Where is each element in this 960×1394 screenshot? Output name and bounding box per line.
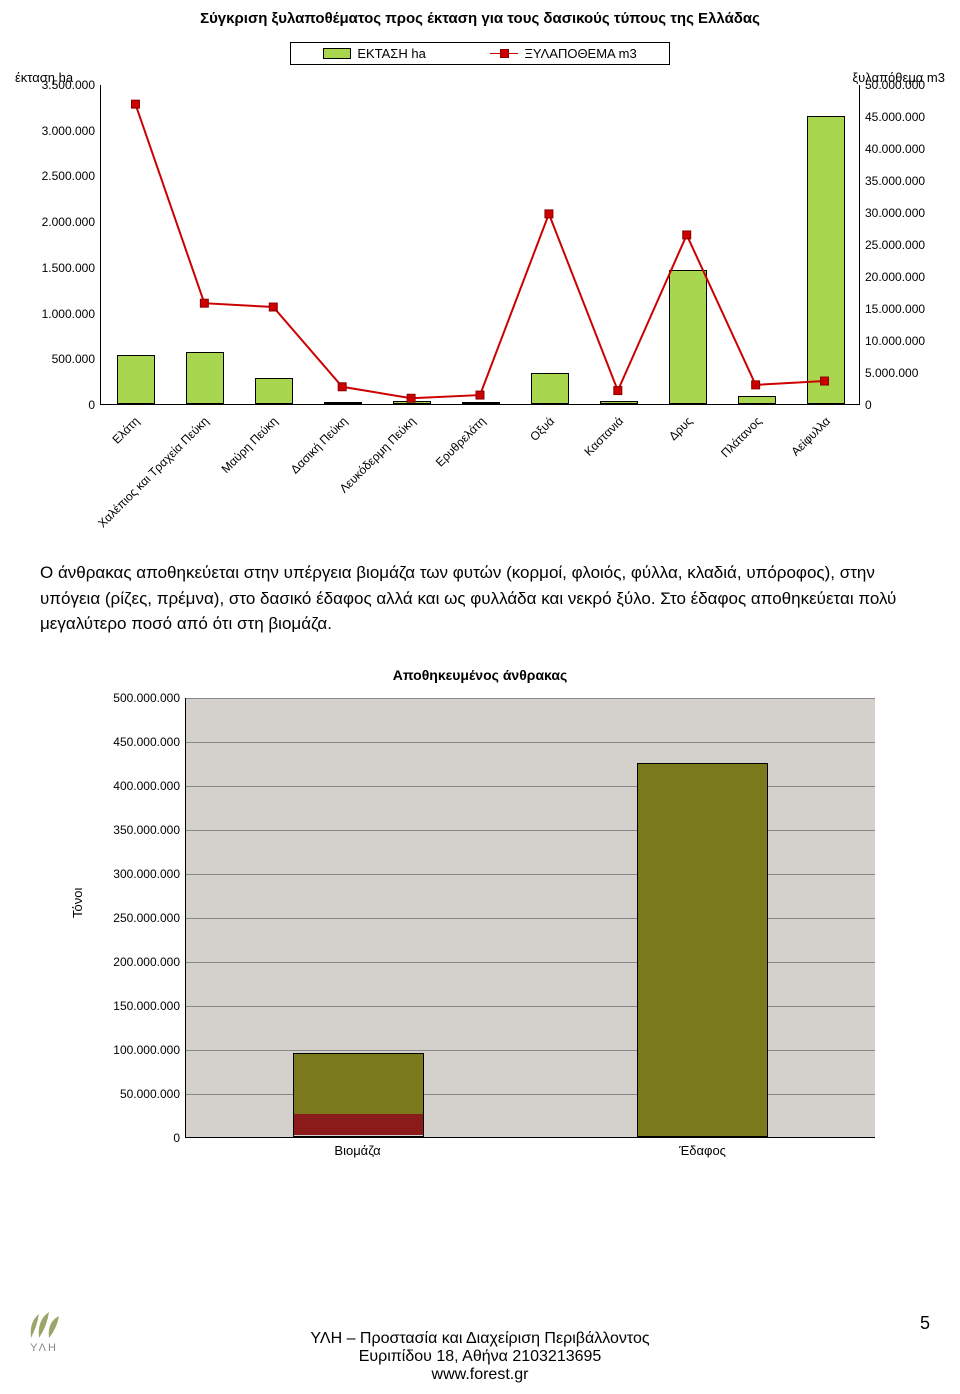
- chart1-xlabel: Αείφυλλα: [789, 414, 834, 459]
- ytick-left: 3.000.000: [15, 125, 95, 137]
- chart2-gridline: [186, 698, 875, 699]
- chart2-bar-segment: [294, 1114, 423, 1135]
- legend-line: ΞΥΛΑΠΟΘΕΜΑ m3: [490, 46, 636, 61]
- chart1-xlabel: Πλάτανος: [718, 414, 764, 460]
- footer-addr: Ευριπίδου 18, Αθήνα 2103213695: [0, 1348, 960, 1366]
- chart2-title: Αποθηκευμένος άνθρακας: [0, 667, 960, 683]
- chart2-xlabel: Βιομάζα: [334, 1143, 380, 1158]
- chart2-ytick: 450.000.000: [90, 735, 180, 749]
- chart1-xlabel: Λευκόδερμη Πεύκη: [337, 414, 419, 496]
- legend-bar-label: ΕΚΤΑΣΗ ha: [357, 46, 426, 61]
- ytick-right: 5.000.000: [865, 367, 945, 379]
- chart2: Τόνοι 500.000.000450.000.000400.000.0003…: [70, 698, 880, 1198]
- chart2-ytick: 200.000.000: [90, 955, 180, 969]
- chart2-gridline: [186, 786, 875, 787]
- chart2-xlabel: Έδαφος: [679, 1143, 726, 1158]
- ytick-left: 1.000.000: [15, 308, 95, 320]
- ytick-right: 40.000.000: [865, 143, 945, 155]
- chart1-xlabel: Ερυθρελάτη: [432, 414, 487, 469]
- line-swatch: [490, 53, 518, 54]
- chart2-y-label: Τόνοι: [70, 887, 85, 917]
- chart1-xlabel: Μαύρη Πεύκη: [219, 414, 281, 476]
- ytick-right: 20.000.000: [865, 271, 945, 283]
- chart2-gridline: [186, 874, 875, 875]
- chart2-ytick: 150.000.000: [90, 999, 180, 1013]
- chart2-ytick: 50.000.000: [90, 1087, 180, 1101]
- chart2-ytick: 350.000.000: [90, 823, 180, 837]
- body-paragraph: Ο άνθρακας αποθηκεύεται στην υπέργεια βι…: [40, 560, 920, 637]
- chart2-ytick: 300.000.000: [90, 867, 180, 881]
- ytick-right: 50.000.000: [865, 79, 945, 91]
- legend-line-label: ΞΥΛΑΠΟΘΕΜΑ m3: [524, 46, 636, 61]
- ytick-left: 3.500.000: [15, 79, 95, 91]
- ytick-left: 0: [15, 399, 95, 411]
- chart2-bar-segment: [638, 764, 767, 1136]
- page-number: 5: [920, 1313, 930, 1334]
- chart1-legend: ΕΚΤΑΣΗ ha ΞΥΛΑΠΟΘΕΜΑ m3: [290, 42, 670, 65]
- chart2-ytick: 100.000.000: [90, 1043, 180, 1057]
- chart2-gridline: [186, 918, 875, 919]
- ytick-right: 10.000.000: [865, 335, 945, 347]
- chart2-gridline: [186, 1050, 875, 1051]
- ytick-right: 45.000.000: [865, 111, 945, 123]
- chart1-xlabel: Ελάτη: [110, 414, 143, 447]
- ytick-right: 35.000.000: [865, 175, 945, 187]
- ytick-right: 15.000.000: [865, 303, 945, 315]
- ytick-left: 2.000.000: [15, 216, 95, 228]
- footer-logo: ΥΛΗ: [25, 1310, 63, 1354]
- ytick-left: 1.500.000: [15, 262, 95, 274]
- chart2-ytick: 0: [90, 1131, 180, 1145]
- chart1-line: [101, 85, 859, 404]
- chart1-title: Σύγκριση ξυλαποθέματος προς έκταση για τ…: [0, 0, 960, 27]
- chart2-bar: [637, 763, 768, 1137]
- chart2-gridline: [186, 1094, 875, 1095]
- chart2-ytick: 400.000.000: [90, 779, 180, 793]
- ytick-right: 30.000.000: [865, 207, 945, 219]
- right-y-ticks: 50.000.00045.000.00040.000.00035.000.000…: [865, 85, 945, 405]
- footer-url: www.forest.gr: [0, 1366, 960, 1384]
- logo-text: ΥΛΗ: [30, 1342, 58, 1354]
- ytick-left: 500.000: [15, 353, 95, 365]
- chart2-gridline: [186, 830, 875, 831]
- chart1-xlabel: Δρυς: [666, 414, 695, 443]
- chart1: έκταση ha ξυλαπόθεμα m3 3.500.0003.000.0…: [15, 70, 945, 510]
- left-y-ticks: 3.500.0003.000.0002.500.0002.000.0001.50…: [15, 85, 95, 405]
- leaf-icon: [25, 1310, 63, 1342]
- chart1-plot-area: [100, 85, 860, 405]
- chart1-xlabel: Καστανιά: [581, 414, 626, 459]
- chart2-gridline: [186, 1006, 875, 1007]
- bar-swatch: [323, 48, 351, 59]
- chart2-y-ticks: 500.000.000450.000.000400.000.000350.000…: [90, 698, 180, 1138]
- ytick-right: 25.000.000: [865, 239, 945, 251]
- ytick-left: 2.500.000: [15, 170, 95, 182]
- chart2-bar: [293, 1053, 424, 1137]
- chart2-ytick: 250.000.000: [90, 911, 180, 925]
- footer: 5 ΥΛΗ ΥΛΗ – Προστασία και Διαχείριση Περ…: [0, 1330, 960, 1394]
- chart2-plot-area: [185, 698, 875, 1138]
- chart2-ytick: 500.000.000: [90, 691, 180, 705]
- chart2-gridline: [186, 742, 875, 743]
- legend-bar: ΕΚΤΑΣΗ ha: [323, 46, 426, 61]
- footer-org: ΥΛΗ – Προστασία και Διαχείριση Περιβάλλο…: [0, 1330, 960, 1348]
- chart1-xlabel: Οξυά: [527, 414, 557, 444]
- chart2-bar-segment: [294, 1054, 423, 1114]
- chart1-x-labels: ΕλάτηΧαλέπιος και Τραχεία ΠεύκηΜαύρη Πεύ…: [100, 410, 860, 500]
- chart2-gridline: [186, 962, 875, 963]
- chart1-xlabel: Δασική Πεύκη: [287, 414, 349, 476]
- ytick-right: 0: [865, 399, 945, 411]
- chart1-xlabel: Χαλέπιος και Τραχεία Πεύκη: [95, 414, 211, 530]
